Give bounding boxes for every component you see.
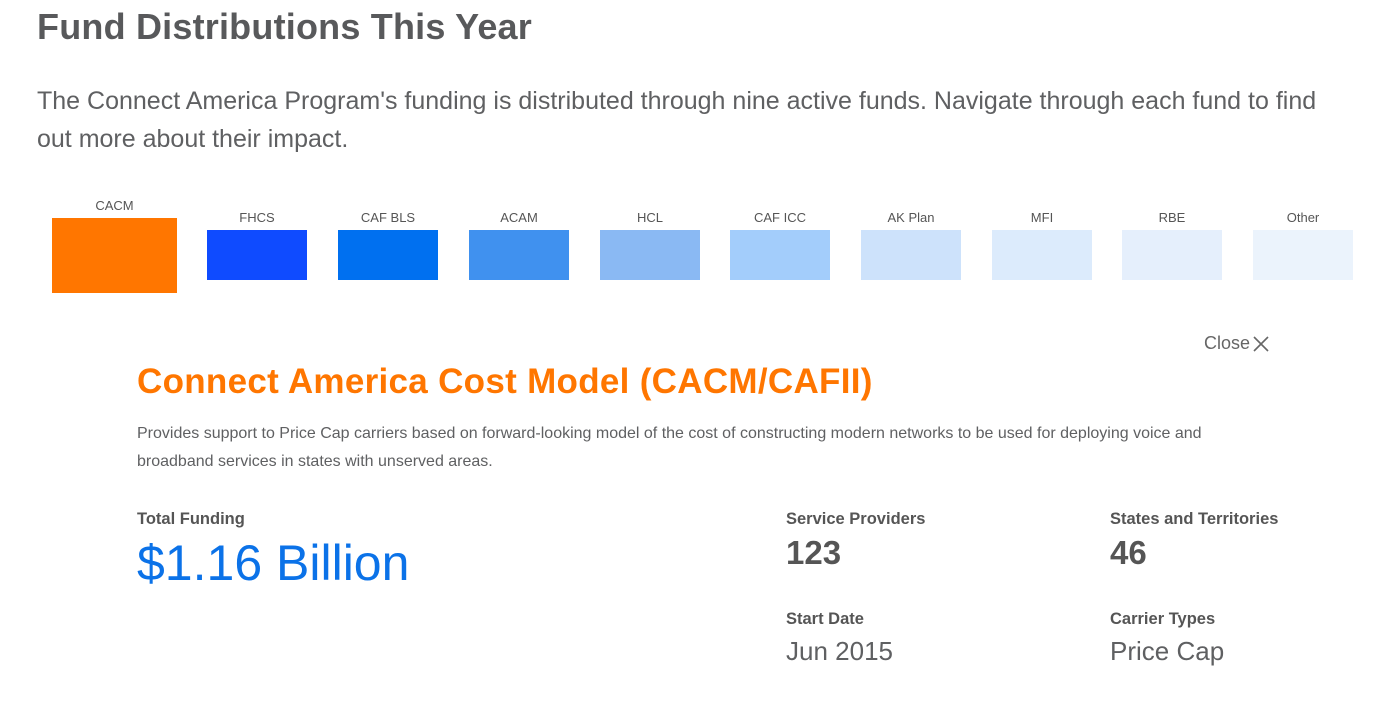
tab-other[interactable]: Other: [1253, 210, 1353, 280]
fund-swatch: [1253, 230, 1353, 280]
tab-label: CACM: [95, 198, 134, 213]
total-funding-value: $1.16 Billion: [137, 535, 410, 591]
tab-caf-icc[interactable]: CAF ICC: [730, 210, 830, 280]
service-providers-value: 123: [786, 534, 842, 571]
tab-label: MFI: [1030, 210, 1054, 225]
fund-swatch: [730, 230, 830, 280]
fund-swatch: [861, 230, 961, 280]
service-providers-label: Service Providers: [786, 510, 926, 528]
tab-hcl[interactable]: HCL: [600, 210, 700, 280]
start-date-value: Jun 2015: [786, 636, 893, 666]
tab-acam[interactable]: ACAM: [469, 210, 569, 280]
tab-label: CAF ICC: [754, 210, 806, 225]
start-date-label: Start Date: [786, 610, 864, 628]
fund-swatch: [207, 230, 307, 280]
intro-text: The Connect America Program's funding is…: [37, 87, 1317, 153]
fund-swatch: [52, 218, 177, 293]
tab-label: RBE: [1158, 210, 1186, 225]
tab-cacm[interactable]: CACM: [52, 198, 177, 293]
tab-fhcs[interactable]: FHCS: [207, 210, 307, 280]
tab-rbe[interactable]: RBE: [1122, 210, 1222, 280]
carrier-types-value: Price Cap: [1110, 636, 1225, 666]
tab-label: FHCS: [239, 210, 275, 225]
tab-caf-bls[interactable]: CAF BLS: [338, 210, 438, 280]
states-value: 46: [1110, 534, 1147, 571]
fund-swatch: [338, 230, 438, 280]
close-icon: [1253, 335, 1269, 352]
fund-swatch: [600, 230, 700, 280]
fund-title: Connect America Cost Model (CACM/CAFII): [137, 362, 873, 401]
fund-description: Provides support to Price Cap carriers b…: [137, 425, 1202, 470]
carrier-types-label: Carrier Types: [1110, 610, 1216, 628]
tab-label: CAF BLS: [360, 210, 416, 225]
close-button[interactable]: Close: [1204, 333, 1270, 354]
fund-swatch: [469, 230, 569, 280]
tab-ak-plan[interactable]: AK Plan: [861, 210, 961, 280]
close-label: Close: [1204, 333, 1251, 353]
states-label: States and Territories: [1110, 510, 1279, 528]
total-funding-label: Total Funding: [137, 510, 245, 528]
tab-mfi[interactable]: MFI: [992, 210, 1092, 280]
tab-label: ACAM: [500, 210, 538, 225]
fund-swatch: [1122, 230, 1222, 280]
page-title: Fund Distributions This Year: [37, 6, 532, 47]
tab-label: AK Plan: [887, 210, 935, 225]
tab-label: Other: [1286, 210, 1320, 225]
fund-swatch: [992, 230, 1092, 280]
tab-label: HCL: [636, 210, 663, 225]
